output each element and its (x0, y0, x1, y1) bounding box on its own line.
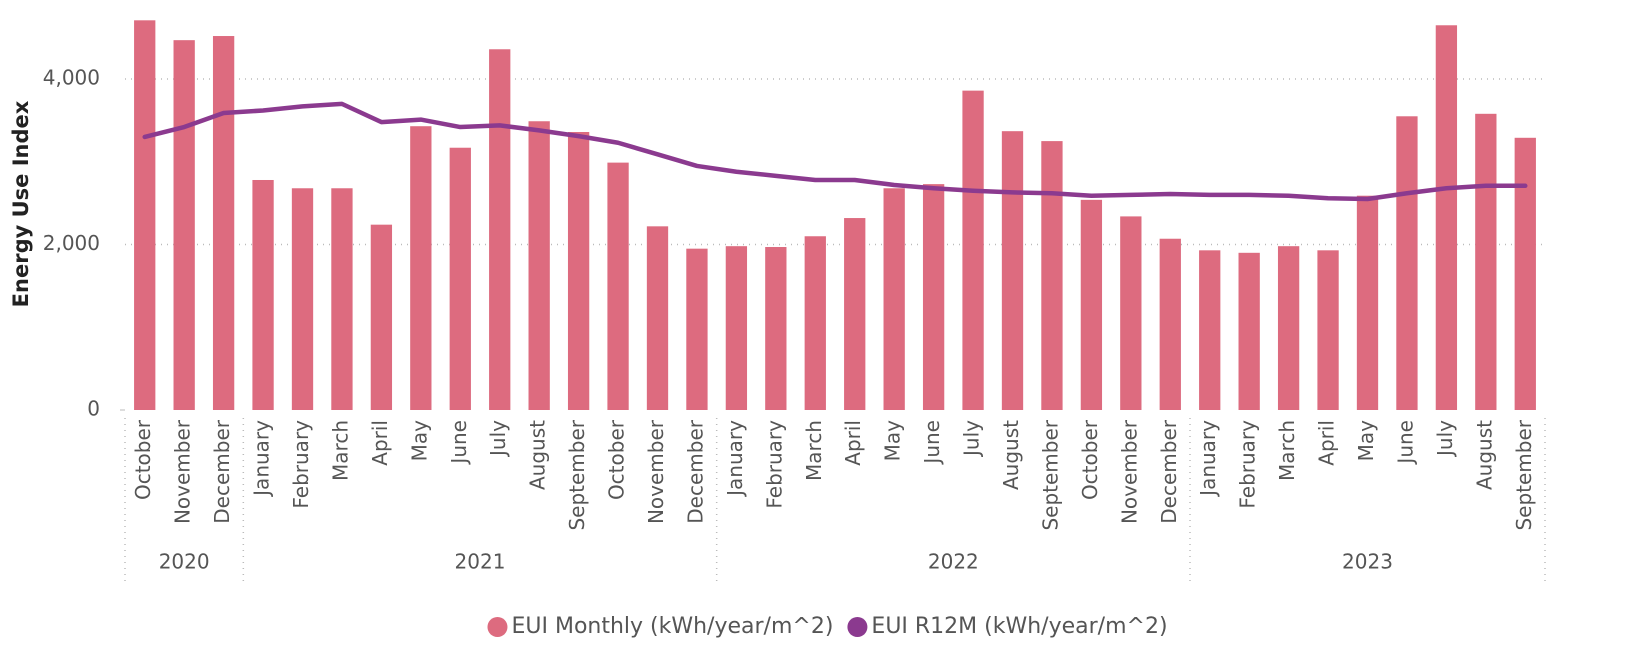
x-tick-label: November (644, 419, 668, 524)
x-tick-label: November (1117, 419, 1141, 524)
x-tick-label: January (1196, 420, 1220, 498)
bar (1199, 250, 1221, 410)
x-tick-label: March (1275, 420, 1299, 481)
x-tick-label: April (841, 420, 865, 466)
bar (804, 236, 826, 410)
x-tick-label: July (1433, 420, 1457, 458)
bar (725, 246, 748, 410)
bar (173, 40, 195, 410)
y-tick-label: 2,000 (43, 231, 100, 255)
x-tick-label: January (250, 420, 274, 498)
bar (291, 188, 314, 410)
bar (1317, 250, 1339, 410)
x-tick-label: September (565, 419, 589, 530)
x-tick-label: January (723, 420, 747, 498)
bar (1435, 25, 1458, 411)
bar (844, 218, 866, 410)
bar (1514, 137, 1536, 411)
bar (765, 247, 787, 410)
x-tick-label: March (328, 420, 352, 481)
bar (1277, 246, 1300, 410)
x-tick-label: May (1354, 420, 1378, 462)
x-tick-label: June (1393, 420, 1417, 466)
x-tick-label: March (802, 420, 826, 481)
x-tick-label: August (1472, 420, 1496, 490)
x-tick-label: July (486, 420, 510, 458)
x-tick-label: February (289, 420, 313, 509)
x-tick-label: June (447, 420, 471, 466)
x-group-label: 2020 (159, 550, 210, 574)
bar (1041, 141, 1063, 410)
legend-label: EUI R12M (kWh/year/m^2) (871, 614, 1167, 639)
x-tick-label: July (960, 420, 984, 458)
bar (1001, 131, 1024, 410)
bar (567, 132, 590, 410)
x-tick-label: May (881, 420, 905, 462)
x-tick-label: September (1512, 419, 1536, 530)
bar (1120, 216, 1142, 410)
bar (134, 20, 156, 410)
bar (252, 179, 274, 410)
x-tick-label: February (1236, 420, 1260, 509)
x-tick-label: August (526, 420, 550, 490)
bar (489, 49, 511, 411)
y-tick-label: 0 (87, 397, 100, 421)
bar (449, 147, 471, 410)
x-group-label: 2022 (928, 550, 979, 574)
legend: EUI Monthly (kWh/year/m^2) EUI R12M (kWh/… (487, 614, 1168, 639)
x-tick-label: December (683, 419, 707, 523)
bar (370, 224, 393, 410)
legend-label: EUI Monthly (kWh/year/m^2) (511, 614, 833, 639)
bar (1396, 116, 1418, 410)
x-tick-label: November (171, 419, 195, 524)
bar (331, 188, 353, 410)
y-axis-title: Energy Use Index (9, 100, 33, 307)
x-tick-label: October (131, 419, 155, 500)
x-tick-label: December (210, 419, 234, 523)
line (142, 101, 1528, 202)
bar (686, 248, 708, 410)
bar (646, 226, 669, 410)
bar (883, 188, 905, 410)
bar (1159, 238, 1181, 410)
bar (922, 184, 945, 410)
x-tick-label: October (1078, 419, 1102, 500)
x-tick-label: April (368, 420, 392, 466)
x-tick-label: April (1315, 420, 1339, 466)
bar (962, 90, 984, 410)
y-tick-label: 4,000 (43, 66, 100, 90)
x-tick-label: May (407, 420, 431, 462)
x-tick-label: December (1157, 419, 1181, 523)
bar (410, 126, 432, 410)
x-tick-label: September (1038, 419, 1062, 530)
x-tick-label: October (605, 419, 629, 500)
bar (212, 36, 235, 410)
x-tick-label: February (762, 420, 786, 509)
bar (1475, 113, 1497, 410)
bar (528, 121, 550, 411)
x-group-label: 2023 (1342, 550, 1393, 574)
x-tick-label: August (999, 420, 1023, 490)
bar (1080, 199, 1103, 410)
x-group-label: 2021 (455, 550, 506, 574)
legend-swatch (487, 617, 508, 637)
bar (1356, 195, 1379, 410)
x-tick-label: June (920, 420, 944, 466)
legend-swatch (847, 617, 868, 637)
bar (1238, 252, 1260, 410)
bar (607, 162, 629, 410)
